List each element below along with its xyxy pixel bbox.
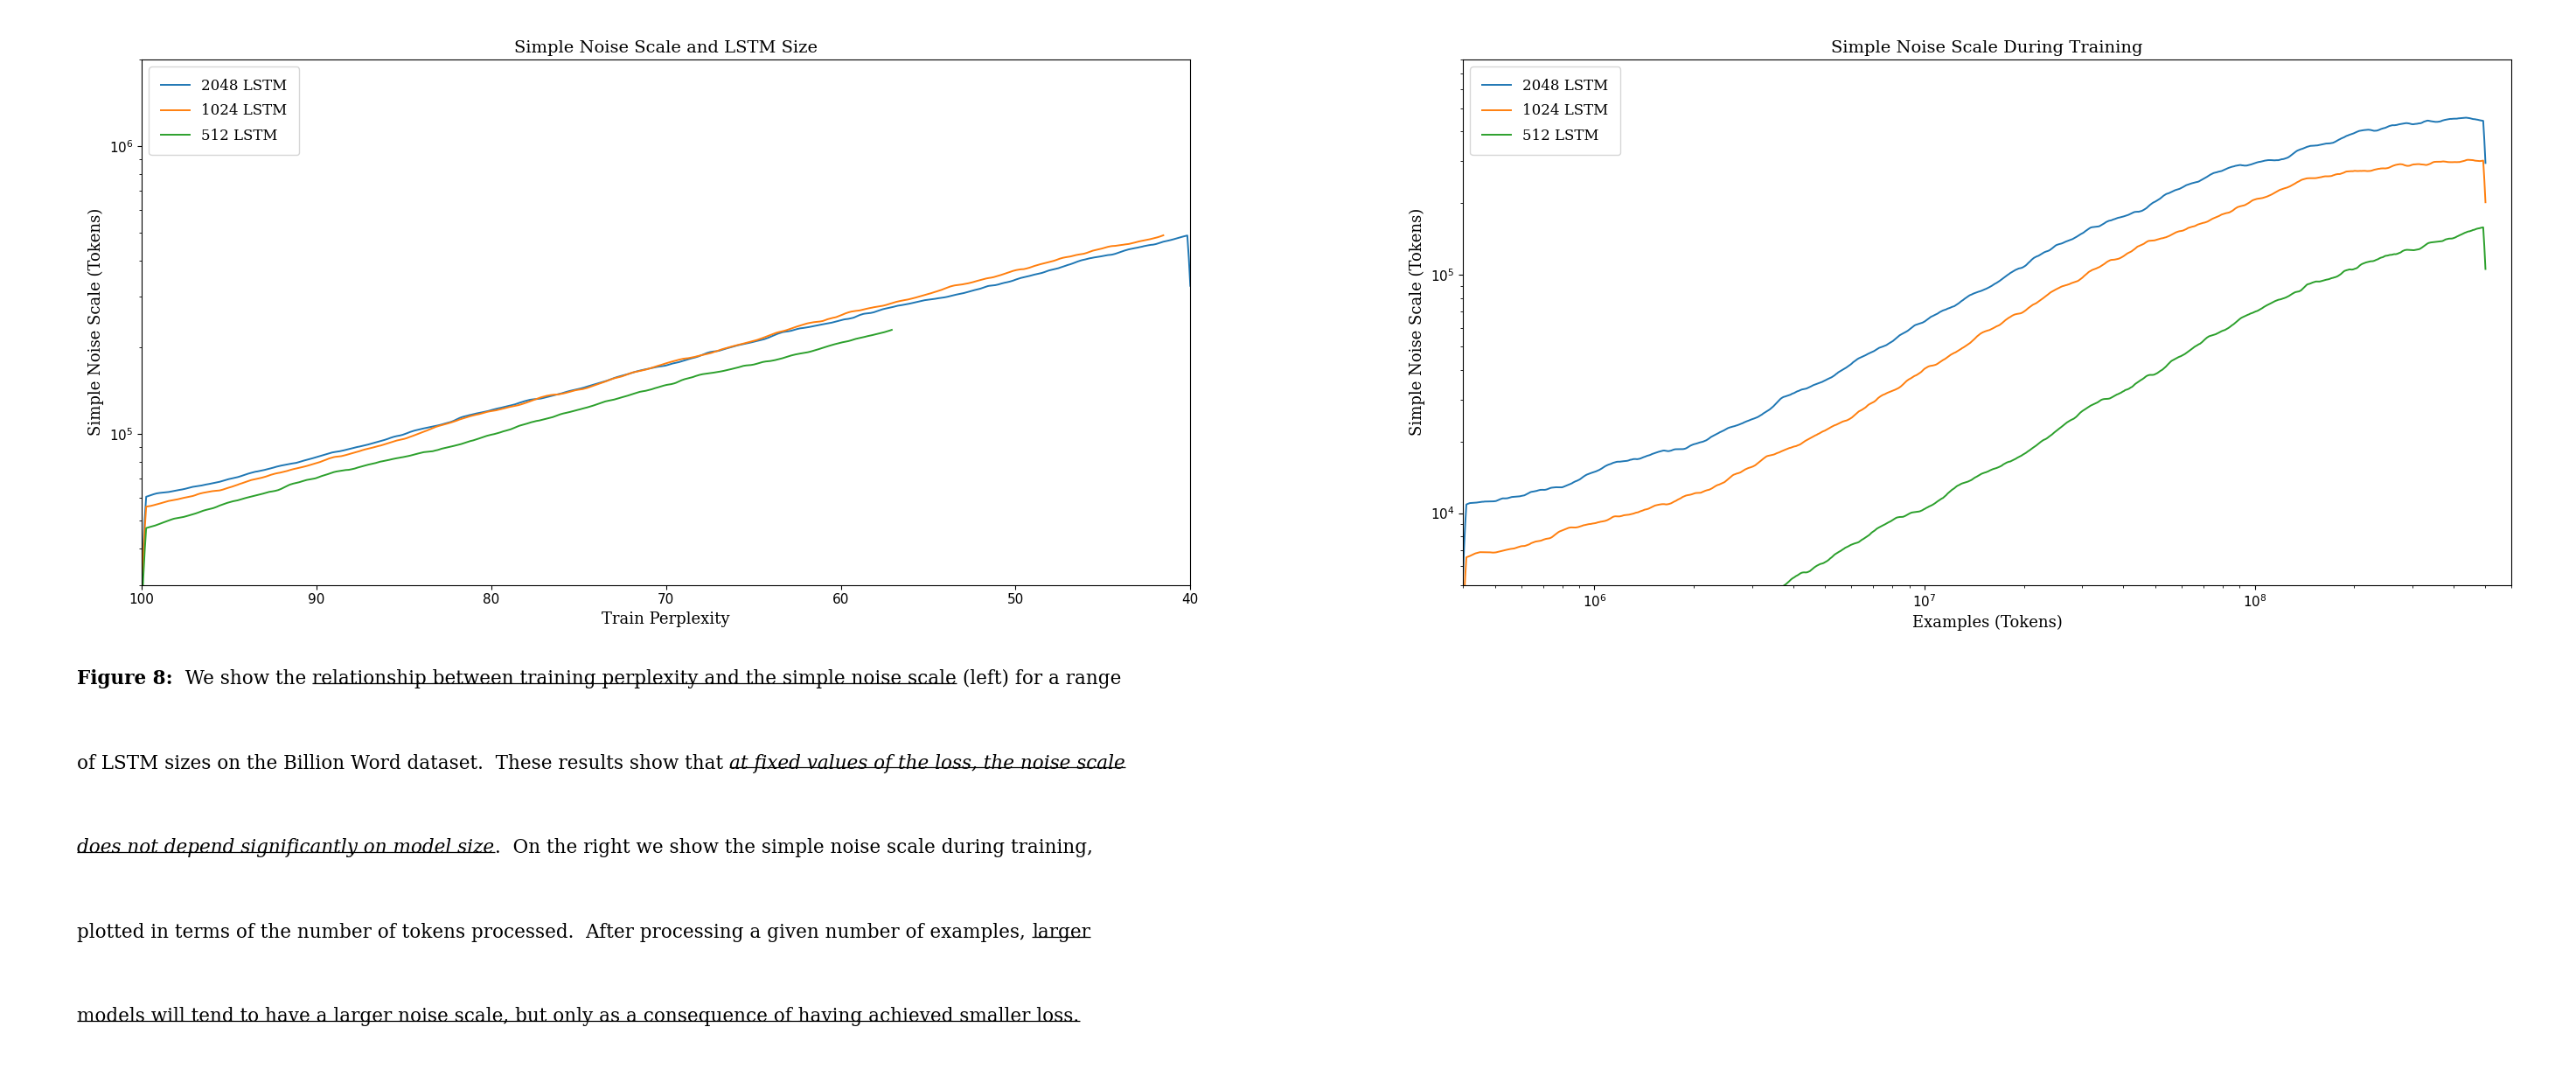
512 LSTM (1713, 601, 1744, 614)
2048 LSTM (459, 407, 489, 420)
2048 LSTM (2174, 178, 2205, 191)
1024 LSTM (1883, 381, 1914, 394)
512 LSTM (2470, 262, 2501, 275)
1024 LSTM (1020, 260, 1051, 273)
512 LSTM (618, 388, 649, 401)
512 LSTM (611, 390, 641, 403)
1024 LSTM (2331, 166, 2362, 179)
Text: Figure 8:: Figure 8: (77, 669, 173, 689)
Text: relationship between training perplexity and the simple noise scale: relationship between training perplexity… (312, 669, 956, 689)
Line: 2048 LSTM: 2048 LSTM (1463, 118, 2486, 577)
2048 LSTM (1175, 279, 1206, 292)
Text: plotted in terms of the number of tokens processed.  After processing a given nu: plotted in terms of the number of tokens… (77, 923, 1033, 942)
2048 LSTM (1713, 421, 1744, 434)
Text: We show the: We show the (173, 669, 312, 689)
512 LSTM (1883, 510, 1914, 523)
Title: Simple Noise Scale and LSTM Size: Simple Noise Scale and LSTM Size (515, 40, 817, 55)
512 LSTM (126, 609, 157, 622)
1024 LSTM (734, 336, 765, 349)
1024 LSTM (487, 403, 518, 416)
2048 LSTM (2331, 130, 2362, 143)
512 LSTM (1558, 647, 1589, 660)
1024 LSTM (2470, 196, 2501, 209)
2048 LSTM (126, 577, 157, 590)
1024 LSTM (2218, 204, 2249, 217)
512 LSTM (2174, 343, 2205, 356)
Text: larger: larger (1033, 923, 1090, 942)
Y-axis label: Simple Noise Scale (Tokens): Simple Noise Scale (Tokens) (1409, 208, 1425, 436)
512 LSTM (1448, 726, 1479, 739)
1024 LSTM (2452, 154, 2483, 167)
Line: 1024 LSTM: 1024 LSTM (142, 235, 1164, 593)
2048 LSTM (1558, 475, 1589, 488)
Legend: 2048 LSTM, 1024 LSTM, 512 LSTM: 2048 LSTM, 1024 LSTM, 512 LSTM (1471, 67, 1620, 155)
512 LSTM (747, 355, 778, 368)
Text: does not depend significantly on model size: does not depend significantly on model s… (77, 838, 495, 858)
512 LSTM (2468, 221, 2499, 234)
Line: 2048 LSTM: 2048 LSTM (142, 235, 1190, 584)
2048 LSTM (1072, 252, 1103, 265)
X-axis label: Train Perplexity: Train Perplexity (603, 611, 729, 627)
512 LSTM (2331, 264, 2362, 277)
Text: at fixed values of the loss, the noise scale: at fixed values of the loss, the noise s… (729, 754, 1126, 773)
Line: 512 LSTM: 512 LSTM (1463, 227, 2486, 732)
1024 LSTM (126, 587, 157, 600)
Y-axis label: Simple Noise Scale (Tokens): Simple Noise Scale (Tokens) (88, 208, 103, 436)
512 LSTM (343, 460, 374, 473)
X-axis label: Examples (Tokens): Examples (Tokens) (1911, 614, 2063, 630)
2048 LSTM (2450, 112, 2481, 125)
1024 LSTM (940, 279, 971, 292)
1024 LSTM (1713, 472, 1744, 485)
Legend: 2048 LSTM, 1024 LSTM, 512 LSTM: 2048 LSTM, 1024 LSTM, 512 LSTM (149, 67, 299, 155)
2048 LSTM (2218, 160, 2249, 173)
1024 LSTM (433, 417, 464, 430)
Line: 512 LSTM: 512 LSTM (142, 330, 891, 615)
Title: Simple Noise Scale During Training: Simple Noise Scale During Training (1832, 40, 2143, 55)
2048 LSTM (384, 429, 415, 442)
2048 LSTM (2470, 156, 2501, 169)
2048 LSTM (943, 288, 974, 301)
512 LSTM (399, 448, 430, 461)
512 LSTM (876, 324, 907, 337)
1024 LSTM (206, 483, 237, 496)
2048 LSTM (814, 316, 845, 329)
512 LSTM (312, 468, 343, 481)
Line: 1024 LSTM: 1024 LSTM (1463, 160, 2486, 629)
1024 LSTM (1558, 521, 1589, 534)
1024 LSTM (1448, 623, 1479, 636)
2048 LSTM (1172, 229, 1203, 242)
Text: (left) for a range: (left) for a range (956, 669, 1121, 689)
1024 LSTM (2174, 221, 2205, 234)
2048 LSTM (1448, 571, 1479, 584)
2048 LSTM (422, 419, 453, 432)
Text: of LSTM sizes on the Billion Word dataset.  These results show that: of LSTM sizes on the Billion Word datase… (77, 754, 729, 773)
2048 LSTM (1883, 329, 1914, 342)
1024 LSTM (1149, 229, 1180, 242)
Text: models will tend to have a larger noise scale, but only as a consequence of havi: models will tend to have a larger noise … (77, 1007, 1079, 1027)
512 LSTM (2218, 318, 2249, 331)
Text: .  On the right we show the simple noise scale during training,: . On the right we show the simple noise … (495, 838, 1092, 858)
